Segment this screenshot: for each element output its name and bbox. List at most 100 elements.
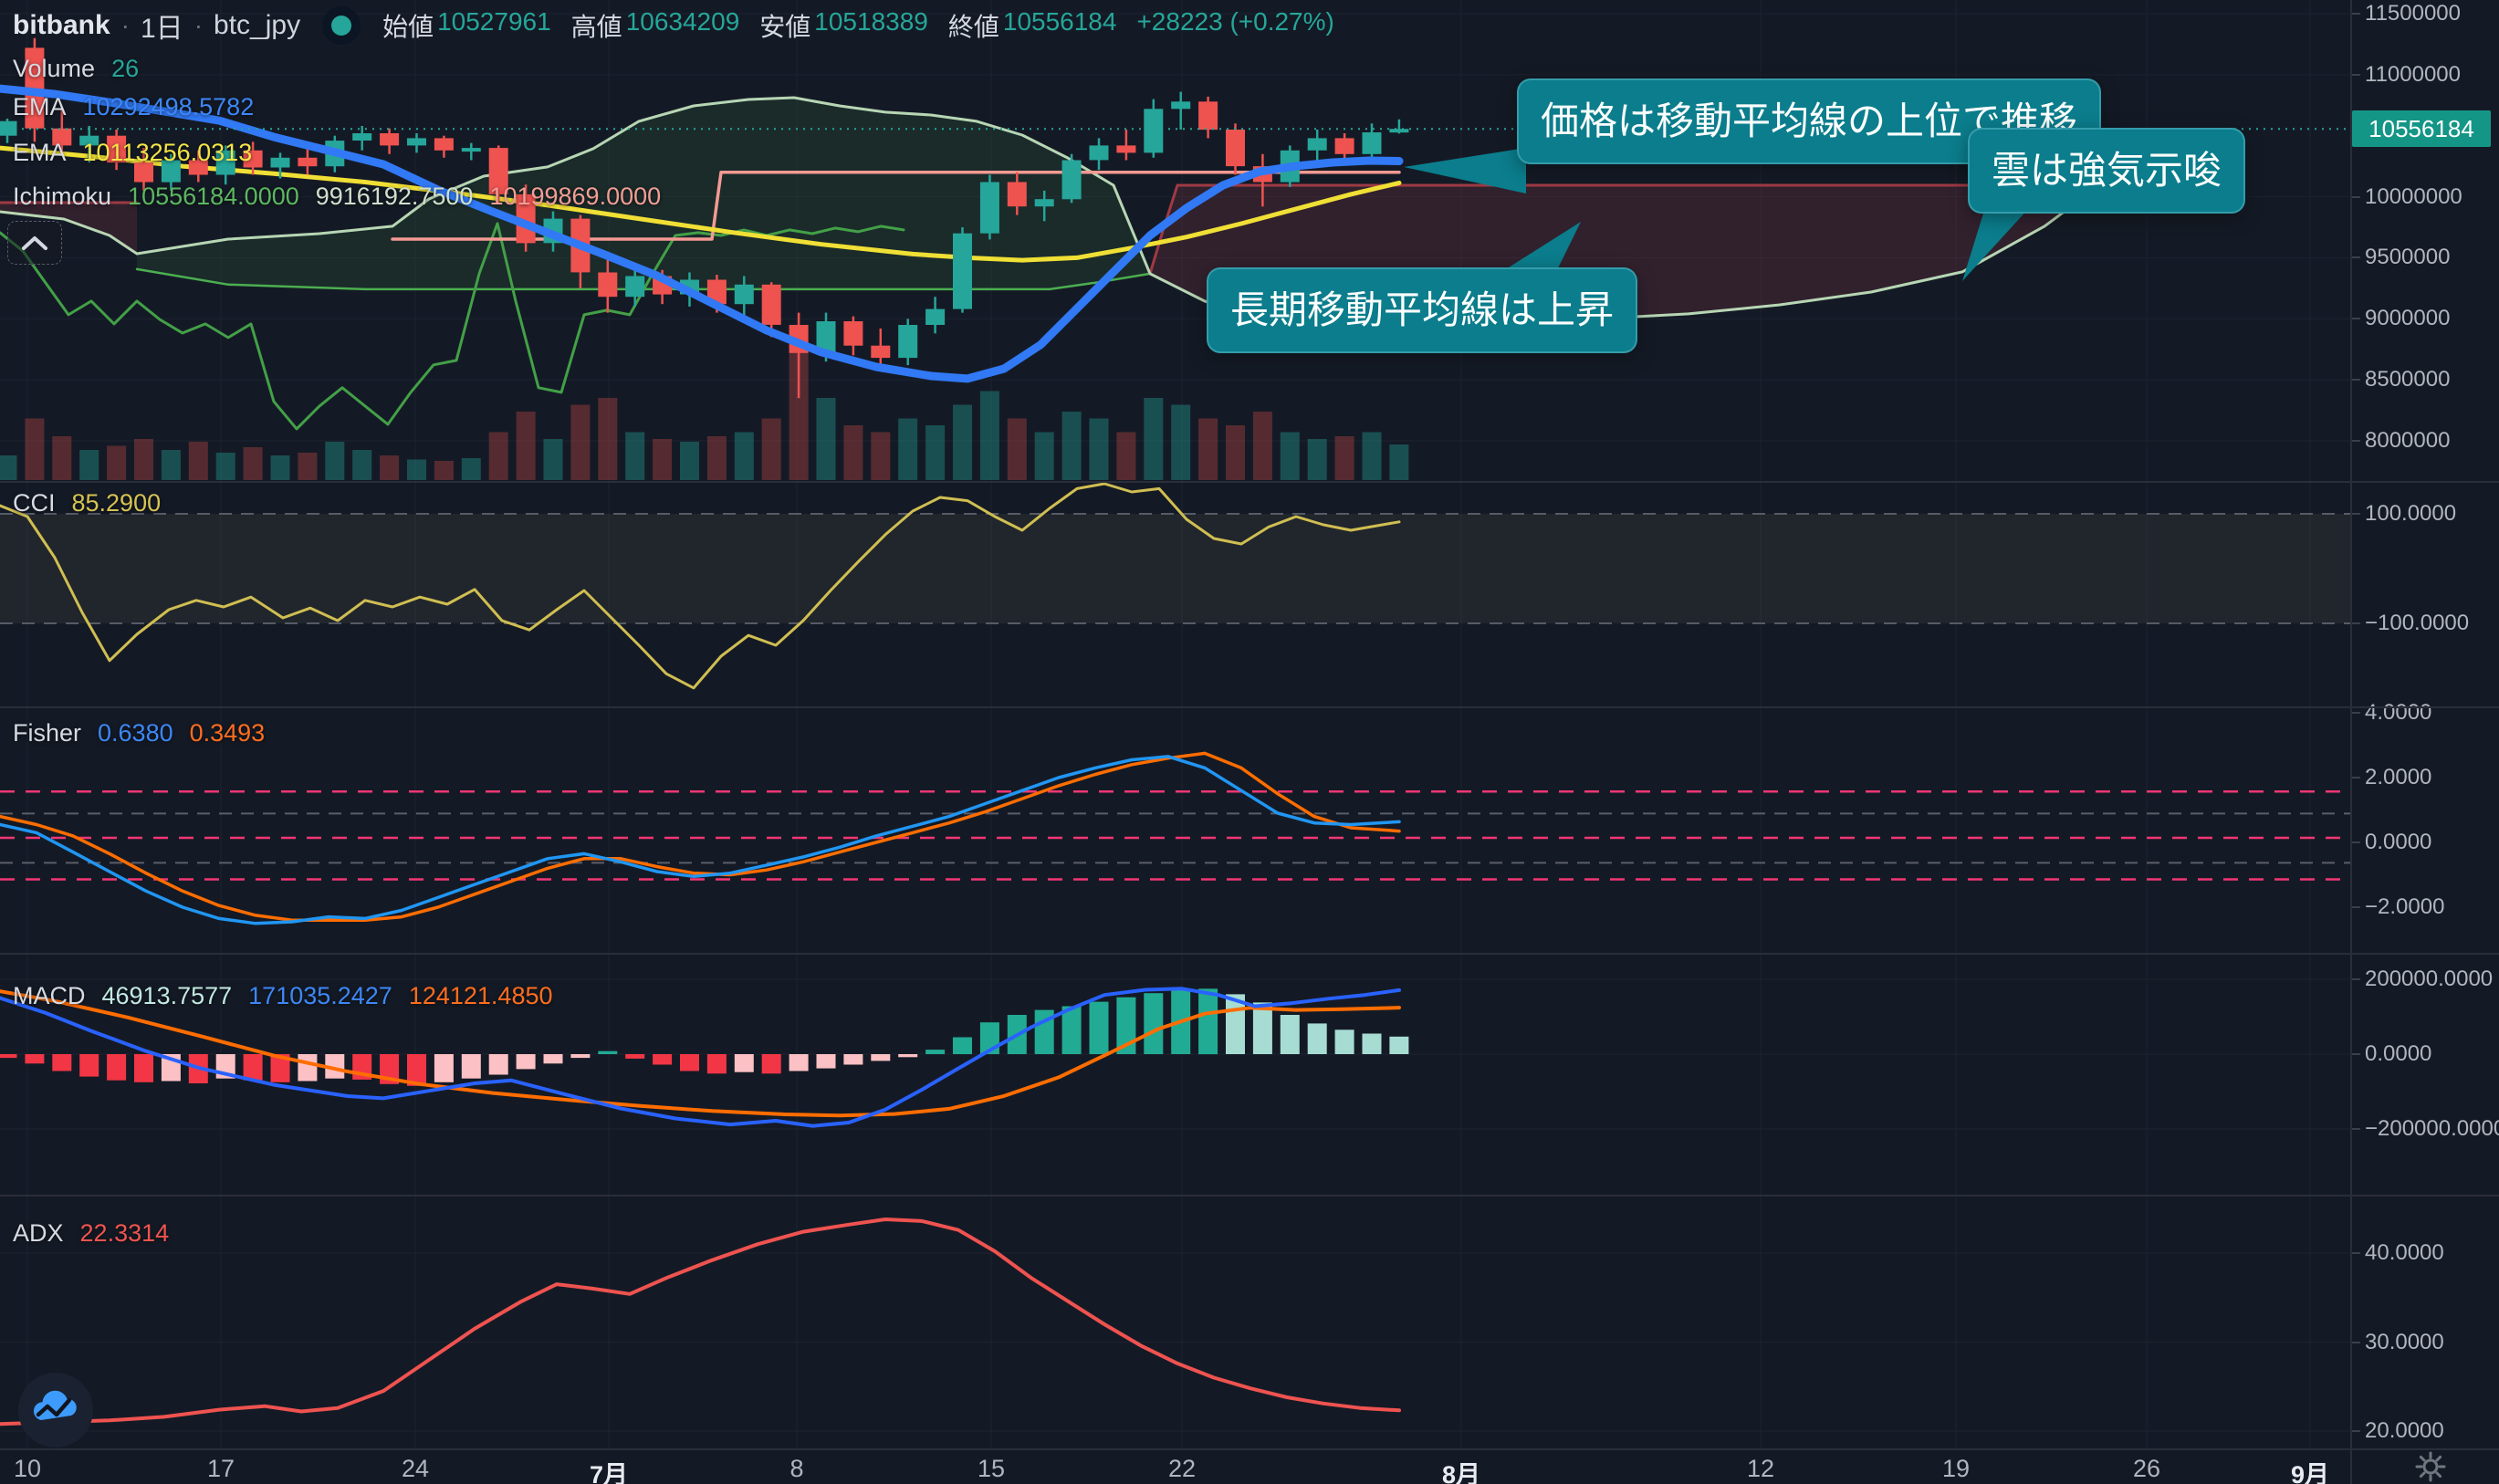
time-axis-label: 19 [1941, 1455, 1971, 1482]
time-axis-label: 22 [1167, 1455, 1197, 1482]
close-label: 終値 [947, 13, 999, 41]
time-axis-label: 10 [13, 1455, 42, 1482]
legend-volume[interactable]: Volume 26 [13, 55, 139, 83]
axis-label: 8000000 [2365, 428, 2451, 453]
right-axis[interactable]: 11500000 11000000 10000000 9500000 9000000 85… [2350, 0, 2499, 1484]
axis-tick [2352, 379, 2360, 381]
ema-fast-value: 10292498.5782 [82, 93, 255, 120]
pane-separator [2352, 706, 2499, 708]
axis-label: 8500000 [2365, 367, 2451, 392]
legend-ema-slow[interactable]: EMA 10113256.0313 [13, 139, 252, 167]
adx-label: ADX [13, 1219, 64, 1247]
axis-tick [2352, 712, 2360, 714]
axis-label: 2.0000 [2365, 765, 2432, 789]
high-value: 10634209 [625, 7, 740, 36]
time-axis[interactable]: 10 17 24 7月 8 15 22 8月 12 19 26 9月 [0, 1451, 2499, 1484]
axis-tick [2352, 1341, 2360, 1343]
legend-macd[interactable]: MACD 46913.7577 171035.2427 124121.4850 [13, 982, 553, 1010]
axis-tick [2352, 73, 2360, 76]
axis-label: 11000000 [2365, 61, 2461, 87]
time-axis-label: 8月 [1441, 1461, 1481, 1484]
legend-ichimoku[interactable]: Ichimoku 10556184.0000 9916192.7500 1019… [13, 183, 661, 211]
axis-label: 100.0000 [2365, 501, 2457, 526]
axis-label: 30.0000 [2365, 1329, 2444, 1354]
legend-cci[interactable]: CCI 85.2900 [13, 489, 161, 517]
ema-fast-label: EMA [13, 93, 67, 120]
time-axis-label: 24 [401, 1455, 430, 1482]
low-label: 安値 [759, 13, 811, 41]
separator-dot: · [193, 11, 204, 39]
low-value: 10518389 [814, 7, 928, 36]
axis-label: 0.0000 [2365, 1041, 2432, 1066]
annotation-bubble-2[interactable]: 雲は強気示唆 [1968, 128, 2246, 214]
fisher-value-1: 0.6380 [98, 719, 173, 747]
ema-slow-value: 10113256.0313 [82, 139, 253, 166]
macd-label: MACD [13, 982, 86, 1009]
axis-tick [2352, 906, 2360, 908]
volume-label: Volume [13, 55, 96, 82]
symbol-name[interactable]: bitbank [13, 10, 110, 40]
time-axis-label: 17 [206, 1455, 235, 1482]
ichimoku-value-1: 10556184.0000 [128, 183, 299, 210]
axis-tick [2352, 1430, 2360, 1432]
axis-tick [2352, 256, 2360, 259]
legend-fisher[interactable]: Fisher 0.6380 0.3493 [13, 719, 265, 747]
axis-tick [2352, 841, 2360, 843]
axis-tick [2352, 13, 2360, 15]
axis-label: −200000.0000 [2365, 1116, 2499, 1141]
macd-value-hist: 46913.7577 [101, 982, 233, 1009]
pane-separator [2352, 1448, 2499, 1450]
axis-label: 0.0000 [2365, 830, 2432, 854]
gear-icon[interactable] [2415, 1451, 2446, 1484]
ichimoku-label: Ichimoku [13, 183, 112, 210]
legend-ema-fast[interactable]: EMA 10292498.5782 [13, 93, 254, 121]
axis-label: 10000000 [2365, 183, 2462, 209]
axis-tick [2352, 777, 2360, 779]
legend-adx[interactable]: ADX 22.3314 [13, 1219, 169, 1248]
time-axis-label: 12 [1746, 1455, 1775, 1482]
time-axis-label: 15 [977, 1455, 1006, 1482]
ichimoku-value-2: 9916192.7500 [315, 183, 474, 210]
axis-label: −100.0000 [2365, 611, 2470, 635]
axis-tick [2352, 1053, 2360, 1055]
axis-tick [2352, 513, 2360, 515]
fisher-value-2: 0.3493 [189, 719, 266, 747]
ohlc-row: 始値 10527961 高値 10634209 安値 10518389 終値 10556… [382, 7, 1334, 44]
ema-slow-label: EMA [13, 139, 67, 166]
open-label: 始値 [382, 13, 434, 41]
collapse-legend-button[interactable] [7, 221, 62, 265]
axis-tick [2352, 195, 2360, 198]
axis-label: 9000000 [2365, 306, 2451, 331]
cci-label: CCI [13, 489, 56, 517]
open-value: 10527961 [437, 7, 551, 36]
fisher-label: Fisher [13, 719, 82, 747]
axis-label: 9500000 [2365, 245, 2451, 270]
time-axis-label: 7月 [589, 1461, 629, 1484]
close-value: 10556184 [1002, 7, 1117, 36]
axis-label: 200000.0000 [2365, 967, 2494, 991]
pair-label[interactable]: btc_jpy [214, 10, 301, 40]
pane-separator [2352, 953, 2499, 955]
chart-canvas[interactable] [0, 0, 2350, 1484]
time-axis-label: 9月 [2290, 1461, 2330, 1484]
ichimoku-value-3: 10199869.0000 [489, 183, 662, 210]
axis-tick [2352, 440, 2360, 442]
macd-value-line: 171035.2427 [248, 982, 392, 1009]
axis-label: 40.0000 [2365, 1240, 2444, 1265]
interval-label[interactable]: 1日 [141, 14, 183, 44]
chevron-up-icon [22, 236, 47, 250]
change-value: +28223 (+0.27%) [1136, 7, 1334, 36]
axis-label: 4.0000 [2365, 700, 2432, 725]
time-axis-label: 26 [2132, 1455, 2161, 1482]
annotation-bubble-3[interactable]: 長期移動平均線は上昇 [1207, 267, 1638, 353]
axis-tick [2352, 318, 2360, 320]
separator-dot: · [120, 11, 130, 39]
adx-value: 22.3314 [79, 1219, 170, 1247]
last-price-badge: 10556184 [2352, 110, 2491, 148]
axis-tick [2352, 622, 2360, 624]
axis-label: 20.0000 [2365, 1418, 2444, 1443]
pane-separator [2352, 481, 2499, 483]
axis-tick [2352, 978, 2360, 980]
axis-tick [2352, 1252, 2360, 1254]
